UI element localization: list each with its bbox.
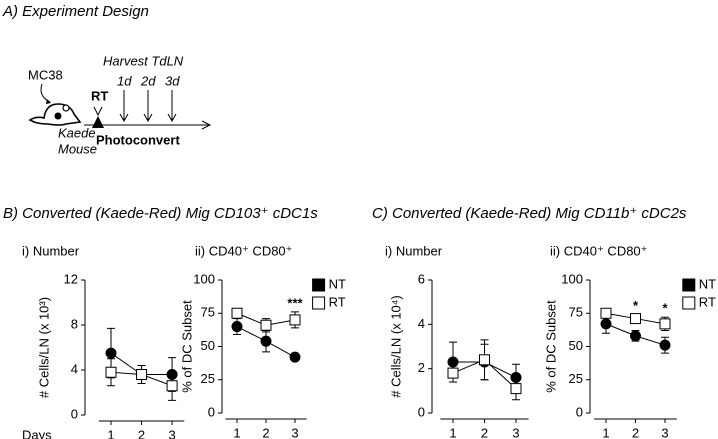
x-tick-label: 2 bbox=[632, 425, 639, 439]
harvest-arrows bbox=[84, 90, 212, 130]
marker bbox=[600, 318, 612, 330]
harvest-label: Harvest TdLN bbox=[103, 53, 184, 68]
y-axis-label: % of DC Subset bbox=[543, 300, 558, 393]
x-tick-label: 2 bbox=[262, 425, 269, 439]
chart-title: i) Number bbox=[385, 243, 443, 258]
chart-title: ii) CD40⁺ CD80⁺ bbox=[550, 243, 648, 258]
y-tick-label: 75 bbox=[201, 305, 215, 320]
marker bbox=[105, 347, 117, 359]
legend-marker bbox=[682, 296, 696, 310]
rt-arrow bbox=[93, 106, 103, 117]
y-tick-label: 4 bbox=[418, 316, 425, 331]
timepoint-label: 1d bbox=[117, 73, 132, 88]
panel-title: B) Converted (Kaede-Red) Mig CD103⁺ cDC1… bbox=[3, 205, 318, 222]
marker bbox=[289, 314, 301, 326]
x-tick-label: 3 bbox=[661, 425, 668, 439]
y-tick-label: 50 bbox=[201, 338, 215, 353]
photoconvert-label: Photoconvert bbox=[96, 132, 180, 147]
mouse-label: Kaede bbox=[58, 125, 96, 140]
mouse-label: Mouse bbox=[58, 141, 97, 156]
marker bbox=[510, 383, 522, 395]
y-axis-label: # Cells/LN (x 10⁴) bbox=[388, 295, 403, 397]
marker bbox=[447, 356, 459, 368]
y-tick-label: 0 bbox=[208, 404, 215, 419]
x-tick-label: 1 bbox=[107, 427, 114, 439]
x-tick-label: 1 bbox=[602, 425, 609, 439]
tumor-arrow-head bbox=[46, 99, 51, 104]
x-tick-label: 3 bbox=[168, 427, 175, 439]
panel-title: C) Converted (Kaede-Red) Mig CD11b⁺ cDC2… bbox=[372, 205, 687, 222]
y-tick-label: 75 bbox=[569, 305, 583, 320]
marker bbox=[479, 354, 490, 366]
y-tick-label: 6 bbox=[418, 271, 425, 286]
marker bbox=[289, 351, 301, 363]
photoconvert-marker bbox=[92, 116, 104, 128]
y-tick-label: 100 bbox=[193, 271, 215, 286]
y-tick-label: 0 bbox=[71, 406, 78, 421]
marker bbox=[630, 313, 641, 325]
marker bbox=[630, 330, 641, 342]
mouse-ear bbox=[62, 104, 70, 112]
x-tick-label: 1 bbox=[449, 425, 456, 439]
marker bbox=[166, 380, 178, 392]
y-tick-label: 25 bbox=[569, 371, 583, 386]
marker bbox=[105, 366, 117, 378]
y-tick-label: 25 bbox=[201, 371, 215, 386]
y-tick-label: 0 bbox=[576, 404, 583, 419]
timepoint-label: 2d bbox=[140, 73, 156, 88]
legend-label: NT bbox=[699, 276, 716, 291]
treatment-label: RT bbox=[91, 88, 108, 103]
y-tick-label: 12 bbox=[64, 271, 78, 286]
marker bbox=[260, 335, 272, 347]
marker bbox=[231, 307, 243, 319]
significance: * bbox=[633, 298, 639, 313]
y-tick-label: 100 bbox=[561, 271, 583, 286]
marker bbox=[231, 321, 243, 333]
x-tick-label: 3 bbox=[512, 425, 519, 439]
legend-marker bbox=[682, 278, 696, 292]
marker bbox=[510, 372, 522, 384]
y-tick-label: 4 bbox=[71, 361, 78, 376]
marker bbox=[659, 318, 671, 330]
y-axis-label: # Cells/LN (x 10³) bbox=[36, 297, 51, 398]
y-tick-label: 0 bbox=[418, 404, 425, 419]
tumor-arrow bbox=[40, 83, 51, 103]
legend-label: RT bbox=[699, 294, 716, 309]
marker bbox=[136, 369, 148, 380]
design-title: A) Experiment Design bbox=[2, 3, 149, 20]
y-tick-label: 8 bbox=[71, 316, 78, 331]
y-axis-label: % of DC Subset bbox=[179, 300, 194, 393]
y-tick-label: 50 bbox=[569, 338, 583, 353]
y-tick-label: 2 bbox=[418, 360, 425, 375]
chart-title: i) Number bbox=[22, 243, 80, 258]
x-tick-label: 1 bbox=[233, 425, 240, 439]
significance: *** bbox=[287, 295, 303, 310]
x-tick-label: 2 bbox=[481, 425, 488, 439]
timepoint-label: 3d bbox=[165, 73, 180, 88]
x-axis-label: Days bbox=[22, 427, 52, 439]
marker bbox=[659, 339, 671, 351]
marker bbox=[600, 307, 612, 319]
legend-label: NT bbox=[329, 276, 346, 291]
legend-marker bbox=[312, 296, 326, 310]
mouse-tumor bbox=[54, 112, 62, 120]
legend-label: RT bbox=[329, 294, 346, 309]
marker bbox=[447, 367, 459, 379]
chart-title: ii) CD40⁺ CD80⁺ bbox=[195, 243, 293, 258]
tumor-label: MC38 bbox=[28, 67, 63, 82]
marker bbox=[166, 369, 178, 380]
significance: * bbox=[662, 301, 668, 316]
legend-marker bbox=[312, 278, 326, 292]
x-tick-label: 2 bbox=[138, 427, 145, 439]
marker bbox=[260, 319, 272, 331]
x-tick-label: 3 bbox=[291, 425, 298, 439]
